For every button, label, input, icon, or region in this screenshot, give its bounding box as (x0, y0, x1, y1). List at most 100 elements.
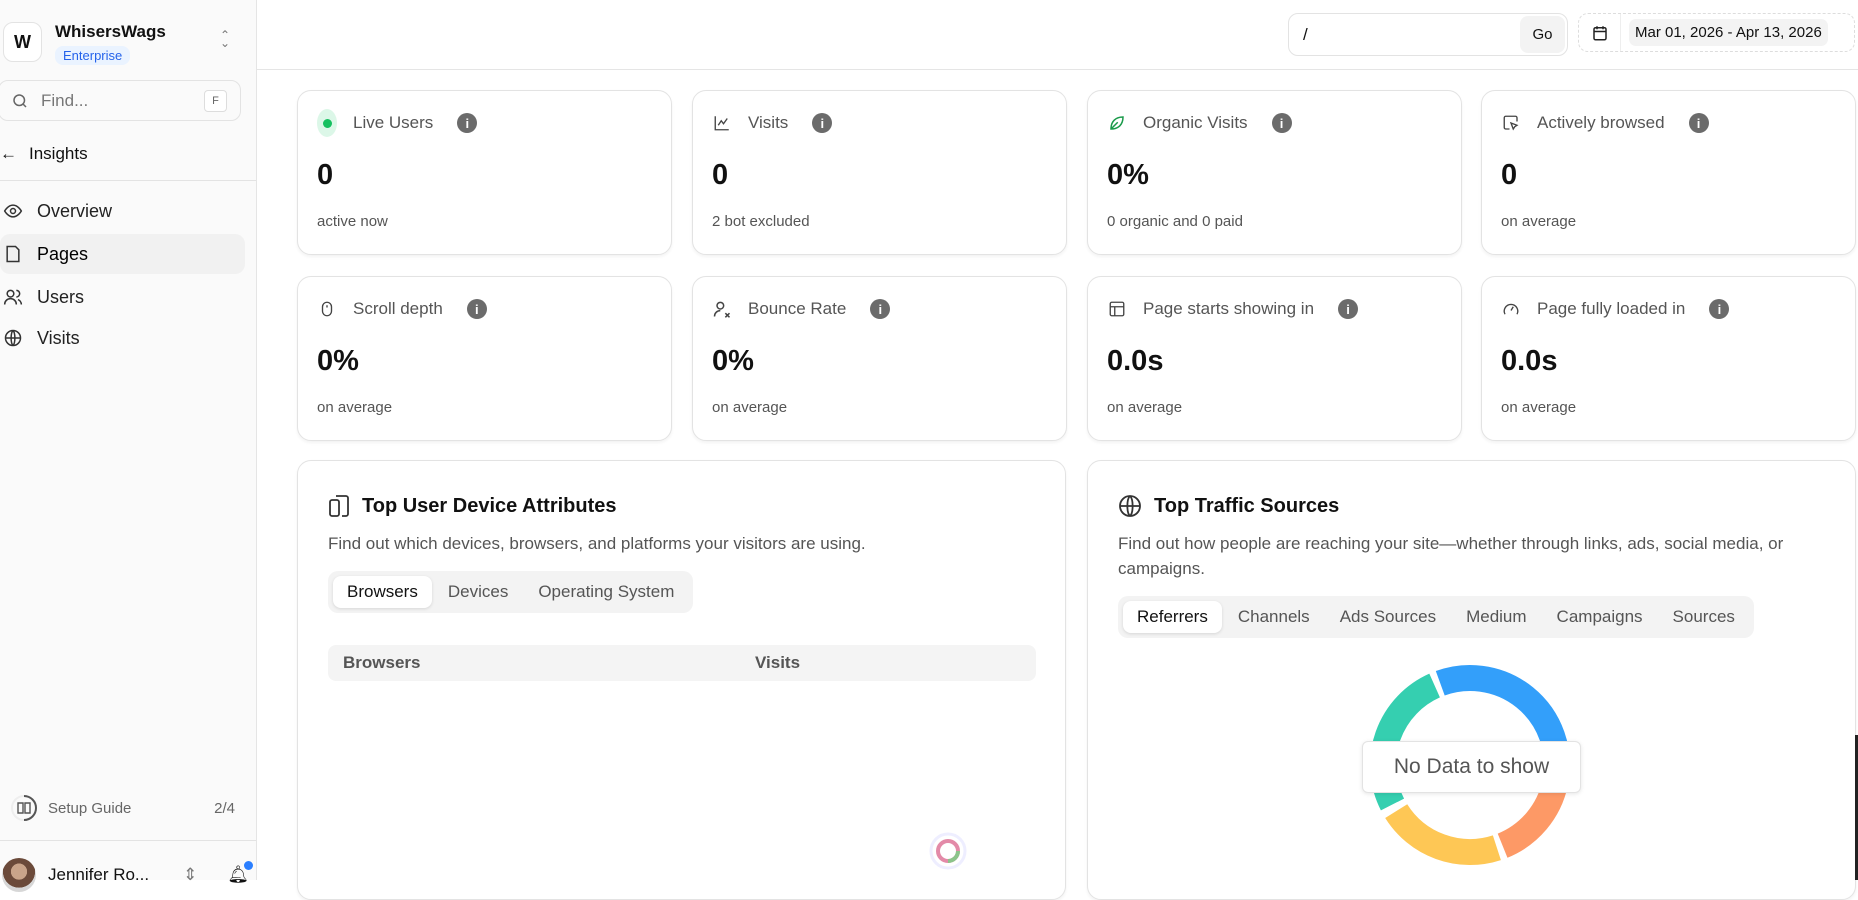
line-chart-icon (712, 113, 732, 133)
setup-guide[interactable]: Setup Guide 2/4 (10, 794, 235, 822)
metric-card-visits: Visitsi 0 2 bot excluded (692, 90, 1067, 255)
tab-operating-system[interactable]: Operating System (524, 576, 688, 608)
layout-icon (1107, 299, 1127, 319)
arrow-left-icon: ← (0, 144, 17, 164)
calendar-icon (1579, 14, 1621, 51)
users-icon (3, 287, 23, 307)
tab-devices[interactable]: Devices (434, 576, 522, 608)
info-icon[interactable]: i (457, 113, 477, 133)
mouse-icon (317, 299, 337, 319)
tab-channels[interactable]: Channels (1224, 601, 1324, 633)
setup-label: Setup Guide (48, 800, 131, 817)
avatar (2, 858, 36, 892)
info-icon[interactable]: i (812, 113, 832, 133)
sidebar-item-overview[interactable]: Overview (0, 191, 245, 231)
card-value: 0% (1107, 159, 1149, 192)
card-value: 0 (317, 159, 333, 192)
card-label: Bounce Rate (748, 299, 846, 319)
tab-browsers[interactable]: Browsers (333, 576, 432, 608)
nav-label: Users (37, 287, 84, 308)
sidebar-item-users[interactable]: Users (0, 277, 245, 317)
divider (0, 840, 256, 841)
card-subtext: on average (1501, 213, 1576, 230)
card-label: Live Users (353, 113, 433, 133)
setup-progress: 2/4 (214, 800, 235, 817)
card-subtext: on average (1501, 399, 1576, 416)
info-icon[interactable]: i (1338, 299, 1358, 319)
card-label: Scroll depth (353, 299, 443, 319)
table-header: Browsers Visits (328, 645, 1036, 681)
traffic-tabs: Referrers Channels Ads Sources Medium Ca… (1118, 596, 1754, 638)
go-button[interactable]: Go (1520, 16, 1565, 53)
bell-icon[interactable]: 🔔︎ (227, 865, 249, 885)
metric-card-bounce-rate: Bounce Rate i 0% on average (692, 276, 1067, 441)
metric-card-organic-visits: Organic Visitsi 0% 0 organic and 0 paid (1087, 90, 1462, 255)
plan-badge: Enterprise (55, 46, 130, 65)
metric-card-page-fully-loaded-in: Page fully loaded in i 0.0s on average (1481, 276, 1856, 441)
card-label: Actively browsed (1537, 113, 1665, 133)
tab-medium[interactable]: Medium (1452, 601, 1540, 633)
panel-description: Find out how people are reaching your si… (1118, 531, 1838, 581)
card-value: 0 (712, 159, 728, 192)
column-visits: Visits (755, 653, 800, 673)
tab-ads-sources[interactable]: Ads Sources (1326, 601, 1450, 633)
panel-description: Find out which devices, browsers, and pl… (328, 531, 866, 556)
info-icon[interactable]: i (870, 299, 890, 319)
card-subtext: active now (317, 213, 388, 230)
org-name[interactable]: WhisersWags (55, 22, 166, 42)
user-menu[interactable]: Jennifer Ro... ⇕ 🔔︎ (2, 858, 249, 892)
metric-card-actively-browsed: Actively browsed i 0 on average (1481, 90, 1856, 255)
card-subtext: on average (712, 399, 787, 416)
metric-card-live-users: Live Users i 0 active now (297, 90, 672, 255)
user-x-icon (712, 299, 732, 319)
info-icon[interactable]: i (1272, 113, 1292, 133)
card-subtext: on average (317, 399, 392, 416)
card-value: 0.0s (1107, 345, 1163, 378)
card-value: 0% (317, 345, 359, 378)
nav-label: Overview (37, 201, 112, 222)
gauge-icon (1501, 299, 1521, 319)
org-switcher-chevron-icon[interactable]: ⌃⌄ (220, 31, 230, 47)
card-label: Page starts showing in (1143, 299, 1314, 319)
sidebar-item-pages[interactable]: Pages (0, 234, 245, 274)
file-icon (3, 244, 23, 264)
notification-dot (244, 861, 253, 870)
globe-icon (3, 328, 23, 348)
column-browsers: Browsers (343, 653, 420, 673)
metric-card-page-starts-showing-in: Page starts showing ini 0.0s on average (1087, 276, 1462, 441)
card-value: 0 (1501, 159, 1517, 192)
divider (0, 180, 256, 181)
tab-campaigns[interactable]: Campaigns (1543, 601, 1657, 633)
info-icon[interactable]: i (467, 299, 487, 319)
donut-segment (1396, 811, 1497, 852)
metric-card-scroll-depth: Scroll depth i 0% on average (297, 276, 672, 441)
panel-title: Top User Device Attributes (362, 495, 617, 518)
nav-label: Visits (37, 328, 80, 349)
card-value: 0% (712, 345, 754, 378)
find-placeholder: Find... (41, 91, 88, 111)
find-input[interactable]: Find... F (0, 80, 241, 121)
leaf-icon (1107, 113, 1127, 133)
card-value: 0.0s (1501, 345, 1557, 378)
back-to-insights[interactable]: ← Insights (0, 144, 88, 164)
setup-progress-book-icon (10, 794, 38, 822)
eye-icon (3, 201, 23, 221)
sidebar-item-visits[interactable]: Visits (0, 318, 245, 358)
no-data-message: No Data to show (1362, 741, 1581, 793)
sidebar: W WhisersWags Enterprise ⌃⌄ Find... F ← … (0, 0, 257, 880)
back-label: Insights (29, 144, 88, 164)
tab-sources[interactable]: Sources (1659, 601, 1749, 633)
card-subtext: 0 organic and 0 paid (1107, 213, 1243, 230)
tab-referrers[interactable]: Referrers (1123, 601, 1222, 633)
info-icon[interactable]: i (1689, 113, 1709, 133)
loading-spinner-icon (928, 831, 968, 871)
live-dot-icon (317, 113, 337, 133)
user-name: Jennifer Ro... (48, 865, 149, 885)
card-label: Page fully loaded in (1537, 299, 1685, 319)
user-switcher-chevron-icon[interactable]: ⇕ (183, 865, 197, 885)
info-icon[interactable]: i (1709, 299, 1729, 319)
date-range-picker[interactable]: Mar 01, 2026 - Apr 13, 2026 (1578, 13, 1855, 52)
path-input[interactable]: / Go (1288, 13, 1568, 56)
tablet-smartphone-icon (328, 494, 350, 518)
org-logo[interactable]: W (3, 22, 42, 62)
